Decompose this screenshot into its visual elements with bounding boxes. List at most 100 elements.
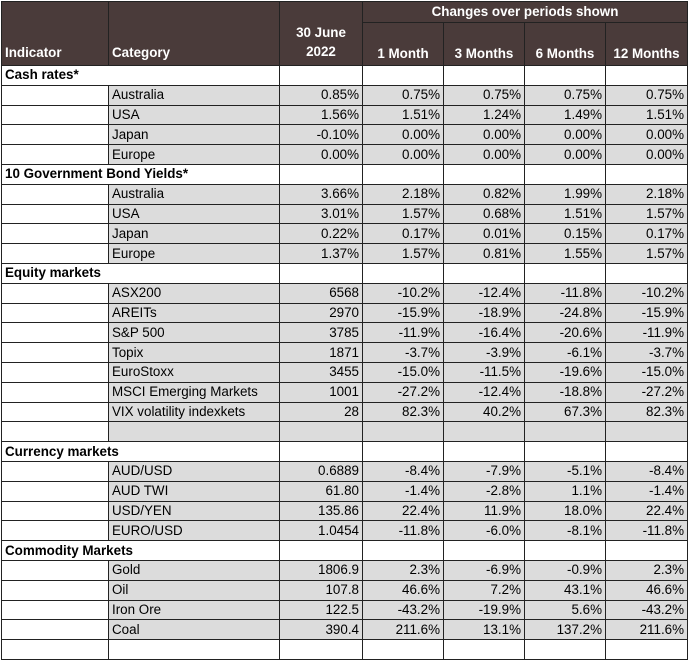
- section-header-row: 10 Government Bond Yields*: [1, 163, 688, 185]
- indicator-cell: [1, 322, 109, 344]
- change-cell: 18.0%: [524, 500, 606, 522]
- empty-cell: [604, 639, 688, 660]
- value-cell: 28: [279, 401, 363, 423]
- change-cell: 2.18%: [604, 183, 688, 205]
- indicator-cell: [1, 559, 109, 581]
- category-cell: AUD TWI: [108, 480, 280, 502]
- indicator-cell: [1, 599, 109, 621]
- change-cell: -27.2%: [362, 381, 444, 403]
- change-cell: -43.2%: [604, 599, 688, 621]
- category-cell: EURO/USD: [108, 520, 280, 542]
- change-cell: 1.57%: [362, 243, 444, 264]
- empty-cell: [279, 441, 363, 462]
- change-cell: 13.1%: [443, 619, 525, 641]
- change-cell: 82.3%: [604, 401, 688, 423]
- category-cell: Topix: [108, 342, 280, 363]
- value-cell: 61.80: [279, 480, 363, 502]
- table-row: USA 1.56% 1.51% 1.24% 1.49% 1.51%: [1, 104, 688, 126]
- change-cell: -6.0%: [443, 520, 525, 542]
- value-cell: 0.85%: [279, 84, 363, 106]
- change-cell: 43.1%: [524, 579, 606, 601]
- category-cell: Australia: [108, 183, 280, 205]
- table-row: USD/YEN 135.86 22.4% 11.9% 18.0% 22.4%: [1, 500, 688, 522]
- section-title: Cash rates*: [1, 65, 280, 86]
- table-row: EuroStoxx 3455 -15.0% -11.5% -19.6% -15.0%: [1, 361, 688, 383]
- change-cell: -20.6%: [524, 322, 606, 344]
- change-cell: -18.8%: [524, 381, 606, 403]
- change-cell: 1.99%: [524, 183, 606, 205]
- category-cell: VIX volatility indexkets: [108, 401, 280, 423]
- header-changes-title: Changes over periods shown: [361, 1, 688, 23]
- change-cell: 211.6%: [362, 619, 444, 641]
- change-cell: 1.24%: [443, 104, 525, 126]
- spacer-row: [1, 421, 688, 443]
- change-cell: 82.3%: [362, 401, 444, 423]
- empty-cell: [604, 262, 688, 284]
- value-cell: 0.6889: [279, 460, 363, 482]
- empty-cell: [362, 65, 444, 86]
- empty-cell: [443, 639, 525, 660]
- header-period-3: 12 Months: [604, 22, 688, 66]
- change-cell: -3.9%: [443, 342, 525, 363]
- change-cell: -27.2%: [604, 381, 688, 403]
- change-cell: 1.57%: [362, 203, 444, 225]
- change-cell: -1.4%: [604, 480, 688, 502]
- empty-cell: [279, 639, 363, 660]
- section-title: Equity markets: [1, 262, 280, 284]
- change-cell: -15.9%: [362, 302, 444, 324]
- empty-cell: [443, 441, 525, 462]
- empty-cell: [1, 421, 109, 443]
- header-period-1: 3 Months: [443, 22, 525, 66]
- empty-cell: [443, 163, 525, 185]
- category-cell: Iron Ore: [108, 599, 280, 621]
- change-cell: -15.0%: [362, 361, 444, 383]
- empty-cell: [524, 421, 606, 443]
- change-cell: 0.68%: [443, 203, 525, 225]
- indicator-cell: [1, 282, 109, 304]
- table-row: AUD TWI 61.80 -1.4% -2.8% 1.1% -1.4%: [1, 480, 688, 502]
- empty-cell: [524, 65, 606, 86]
- table-row: ASX200 6568 -10.2% -12.4% -11.8% -10.2%: [1, 282, 688, 304]
- header-category: Category: [108, 1, 280, 66]
- value-cell: 1.56%: [279, 104, 363, 126]
- change-cell: -6.1%: [524, 342, 606, 363]
- table-header: Indicator Category 30 June 2022 Changes …: [1, 1, 688, 66]
- change-cell: 1.57%: [604, 243, 688, 264]
- category-cell: ASX200: [108, 282, 280, 304]
- change-cell: -19.6%: [524, 361, 606, 383]
- table-row: Europe 0.00% 0.00% 0.00% 0.00% 0.00%: [1, 144, 688, 165]
- change-cell: 40.2%: [443, 401, 525, 423]
- table-row: Europe 1.37% 1.57% 0.81% 1.55% 1.57%: [1, 243, 688, 264]
- value-cell: 1001: [279, 381, 363, 403]
- indicator-cell: [1, 302, 109, 324]
- change-cell: 1.57%: [604, 203, 688, 225]
- empty-cell: [279, 163, 363, 185]
- value-cell: 2970: [279, 302, 363, 324]
- category-cell: S&P 500: [108, 322, 280, 344]
- category-cell: Oil: [108, 579, 280, 601]
- value-cell: 1.37%: [279, 243, 363, 264]
- value-cell: 135.86: [279, 500, 363, 522]
- change-cell: 1.49%: [524, 104, 606, 126]
- empty-cell: [443, 262, 525, 284]
- table-row: VIX volatility indexkets 28 82.3% 40.2% 67.3…: [1, 401, 688, 423]
- change-cell: -11.8%: [524, 282, 606, 304]
- change-cell: -43.2%: [362, 599, 444, 621]
- section-title: Commodity Markets: [1, 540, 280, 561]
- change-cell: -12.4%: [443, 282, 525, 304]
- empty-cell: [279, 262, 363, 284]
- value-cell: 0.00%: [279, 144, 363, 165]
- change-cell: -18.9%: [443, 302, 525, 324]
- empty-cell: [362, 639, 444, 660]
- change-cell: -16.4%: [443, 322, 525, 344]
- table-body: Cash rates* Australia 0.85% 0.75% 0.75% 0.75%…: [1, 65, 688, 660]
- change-cell: 0.00%: [524, 144, 606, 165]
- change-cell: 2.3%: [362, 559, 444, 581]
- change-cell: -15.9%: [604, 302, 688, 324]
- empty-cell: [362, 421, 444, 443]
- change-cell: -11.8%: [362, 520, 444, 542]
- value-cell: 3.66%: [279, 183, 363, 205]
- change-cell: -8.4%: [362, 460, 444, 482]
- table-row: Oil 107.8 46.6% 7.2% 43.1% 46.6%: [1, 579, 688, 601]
